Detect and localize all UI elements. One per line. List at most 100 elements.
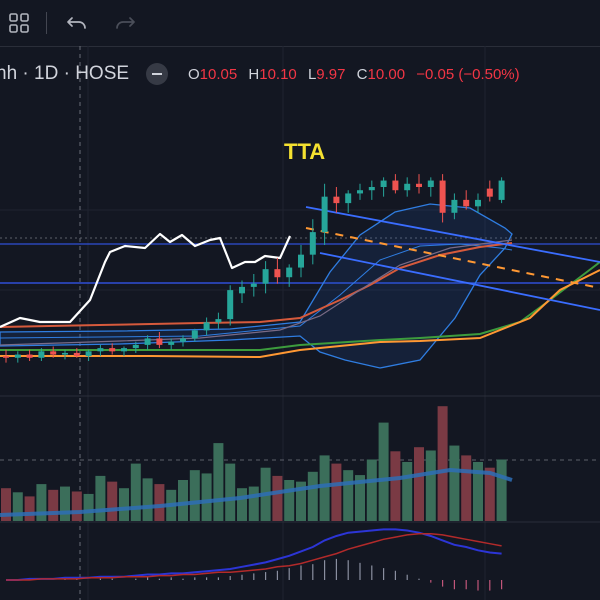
volume-bar-42 bbox=[496, 459, 507, 521]
volume-bar-25 bbox=[296, 481, 306, 521]
ma-orange bbox=[0, 269, 600, 359]
candle-body-33 bbox=[392, 180, 399, 191]
volume-bar-6 bbox=[71, 491, 82, 521]
candle-body-9 bbox=[109, 348, 116, 352]
change-value: −0.05 (−0.50%) bbox=[416, 65, 520, 83]
low-label: L bbox=[307, 65, 317, 83]
grid-icon[interactable] bbox=[4, 8, 34, 38]
chart-legend: nh · 1D · HOSE O10.05 H10.10 L9.97 C10.0… bbox=[0, 60, 600, 88]
volume-bar-40 bbox=[473, 461, 483, 521]
volume-bar-1 bbox=[12, 492, 23, 521]
volume-bar-12 bbox=[142, 478, 153, 521]
volume-bar-17 bbox=[201, 473, 212, 521]
volume-bar-3 bbox=[36, 484, 47, 521]
candle-body-13 bbox=[156, 338, 163, 345]
ma-fast bbox=[0, 242, 513, 328]
candle-body-40 bbox=[475, 199, 481, 207]
volume-bar-13 bbox=[154, 484, 165, 521]
candle-body-6 bbox=[73, 352, 80, 357]
candle-body-7 bbox=[85, 351, 92, 357]
toolbar bbox=[0, 0, 600, 47]
comparison-line bbox=[0, 232, 292, 329]
candle-body-39 bbox=[463, 199, 470, 207]
candle-body-41 bbox=[486, 188, 493, 197]
candle-body-10 bbox=[121, 348, 127, 352]
candle-body-22 bbox=[262, 269, 269, 284]
volume-bar-9 bbox=[107, 481, 118, 521]
chart-annotation-tta: TTA bbox=[284, 139, 325, 164]
volume-bar-28 bbox=[331, 463, 342, 521]
candle-body-15 bbox=[180, 338, 186, 342]
channel-upper bbox=[305, 206, 600, 263]
candle-body-2 bbox=[26, 354, 33, 358]
close-label: C bbox=[356, 65, 368, 83]
volume-bar-2 bbox=[24, 496, 35, 521]
volume-bar-41 bbox=[484, 467, 495, 521]
channel-mid-dashed bbox=[305, 227, 600, 289]
candle-body-37 bbox=[439, 180, 446, 213]
candle-body-4 bbox=[50, 351, 57, 355]
candle-body-38 bbox=[451, 199, 458, 213]
candle-body-18 bbox=[215, 319, 222, 323]
volume-bar-29 bbox=[343, 470, 354, 521]
volume-bar-33 bbox=[390, 451, 401, 521]
volume-bar-36 bbox=[425, 450, 436, 521]
grid-icon-svg bbox=[9, 13, 29, 33]
minus-glyph bbox=[152, 73, 162, 75]
channel-lower bbox=[319, 252, 600, 311]
hide-legend-icon[interactable] bbox=[146, 63, 168, 85]
redo-icon[interactable] bbox=[110, 8, 140, 38]
undo-icon[interactable] bbox=[62, 8, 92, 38]
close-value: 10.00 bbox=[367, 65, 406, 83]
candle-body-20 bbox=[239, 286, 245, 294]
toolbar-separator bbox=[46, 12, 47, 34]
candle-body-16 bbox=[191, 330, 198, 339]
open-label: O bbox=[188, 65, 200, 83]
candle-body-23 bbox=[274, 269, 281, 278]
volume-bar-5 bbox=[60, 486, 70, 521]
volume-layer bbox=[0, 406, 513, 521]
ohlc-values: O10.05 H10.10 L9.97 C10.00 −0.05 (−0.50%… bbox=[188, 66, 520, 83]
signal-line bbox=[6, 533, 502, 581]
macd-layer bbox=[6, 528, 503, 591]
volume-bar-39 bbox=[461, 455, 472, 521]
volume-bar-15 bbox=[178, 480, 188, 521]
volume-bar-24 bbox=[284, 480, 295, 521]
candle-body-28 bbox=[333, 196, 340, 204]
volume-bar-23 bbox=[272, 475, 283, 521]
candle-body-11 bbox=[132, 344, 139, 349]
candle-body-8 bbox=[97, 348, 104, 352]
volume-ma-line bbox=[0, 467, 513, 517]
volume-bar-10 bbox=[119, 488, 129, 521]
candle-body-12 bbox=[144, 338, 151, 345]
candle-body-5 bbox=[62, 352, 68, 355]
candle-body-14 bbox=[168, 341, 175, 345]
volume-bar-19 bbox=[225, 463, 236, 521]
bollinger-band bbox=[0, 203, 513, 369]
chart-overlays bbox=[0, 203, 600, 369]
candle-body-0 bbox=[3, 356, 9, 358]
undo-icon-svg bbox=[67, 17, 86, 29]
volume-bar-38 bbox=[449, 445, 460, 521]
volume-bar-27 bbox=[319, 455, 330, 521]
open-value: 10.05 bbox=[199, 65, 238, 83]
volume-bar-11 bbox=[130, 463, 141, 521]
candle-body-3 bbox=[38, 351, 45, 358]
candle-body-17 bbox=[203, 322, 210, 331]
high-value: 10.10 bbox=[259, 65, 297, 83]
symbol-label[interactable]: nh · 1D · HOSE bbox=[0, 63, 130, 84]
volume-bar-34 bbox=[402, 461, 413, 521]
ma-slow bbox=[0, 239, 513, 346]
candle-body-27 bbox=[321, 196, 328, 233]
candle-body-31 bbox=[368, 187, 375, 191]
candle-body-26 bbox=[309, 232, 316, 255]
volume-bar-35 bbox=[414, 447, 424, 521]
redo-icon-svg bbox=[116, 17, 135, 29]
volume-bar-4 bbox=[48, 489, 59, 521]
candle-body-30 bbox=[357, 190, 363, 194]
candles-layer bbox=[3, 174, 505, 363]
candle-body-34 bbox=[404, 183, 411, 191]
candle-body-36 bbox=[427, 180, 434, 187]
volume-bar-31 bbox=[366, 459, 377, 521]
